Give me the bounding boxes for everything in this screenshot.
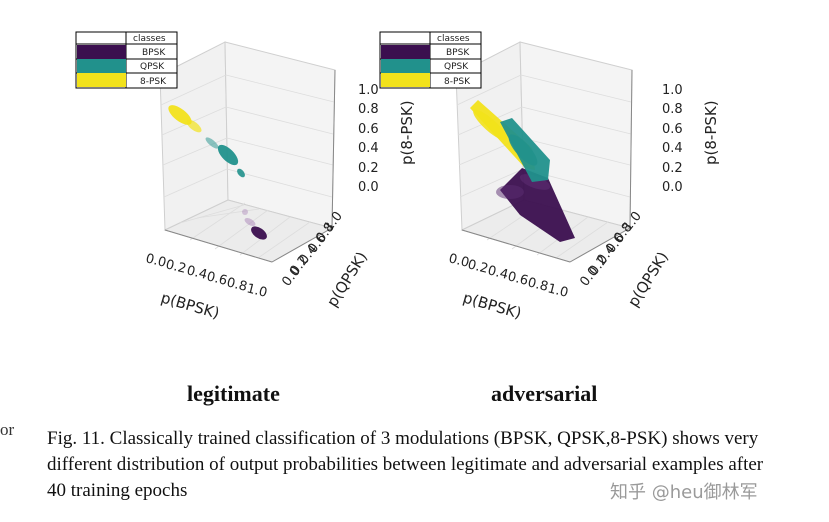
panel-label-adversarial: adversarial [491, 381, 598, 406]
watermark: 知乎 @heu御林军 [610, 482, 758, 503]
x-tick: 1.0 [245, 281, 269, 301]
z-tick: 0.0 [662, 180, 683, 195]
legend-swatch-bpsk [381, 45, 430, 59]
z-tick: 0.2 [358, 161, 379, 176]
back-right-pane [224, 41, 336, 229]
z-tick: 0.2 [662, 161, 683, 176]
panel-adversarial: 0.0 0.2 0.4 0.6 0.8 1.0 p(BPSK) 0.0 0.2 … [379, 31, 720, 323]
legend-label-qpsk: QPSK [444, 62, 469, 72]
legend-label-bpsk: BPSK [446, 48, 470, 58]
figure-canvas: 0.0 0.2 0.4 0.6 0.8 1.0 p(BPSK) 0.0 0.2 … [75, 31, 720, 323]
z-tick: 1.0 [358, 83, 379, 98]
legend-label-qpsk: QPSK [140, 62, 165, 72]
z-tick: 1.0 [662, 83, 683, 98]
x-axis-line [164, 229, 273, 263]
panel-label-legitimate: legitimate [187, 381, 280, 406]
z-tick: 0.8 [662, 102, 683, 117]
panel-legitimate: 0.0 0.2 0.4 0.6 0.8 1.0 p(BPSK) 0.0 0.2 … [75, 31, 416, 323]
z-tick: 0.4 [358, 141, 379, 156]
x-tick: 1.0 [546, 281, 570, 301]
legend-swatch-qpsk [381, 59, 430, 73]
z-tick: 0.6 [358, 122, 379, 137]
figure-caption: Fig. 11. Classically trained classificat… [47, 428, 764, 501]
x-axis-line [461, 229, 571, 263]
z-axis-label: p(8-PSK) [398, 100, 416, 165]
grid-lines [456, 74, 632, 259]
z-axis-line [629, 69, 633, 229]
z-axis-label: p(8-PSK) [702, 100, 720, 165]
legend: classes BPSK QPSK 8-PSK [379, 31, 482, 89]
x-tick: 0.6 [205, 269, 229, 289]
x-tick: 0.4 [185, 263, 209, 283]
margin-text-fragment: or [0, 420, 15, 439]
grid-lines [160, 74, 335, 259]
scatter-qpsk [205, 137, 245, 178]
x-tick: 0.4 [486, 263, 510, 283]
y-axis-label: p(QPSK) [323, 248, 371, 310]
z-axis-line [331, 69, 336, 229]
scatter-qpsk [500, 118, 550, 182]
y-axis-line [271, 227, 333, 263]
legend-label-8psk: 8-PSK [444, 77, 471, 87]
x-tick: 0.0 [144, 251, 168, 271]
x-tick: 0.0 [447, 251, 471, 271]
x-tick: 0.2 [164, 257, 188, 277]
legend-swatch-qpsk [77, 59, 126, 73]
x-tick: 0.6 [506, 269, 530, 289]
scatter-bpsk [242, 209, 267, 240]
x-tick: 0.8 [225, 275, 249, 295]
legend-swatch-8psk [381, 73, 430, 87]
z-tick: 0.4 [662, 141, 683, 156]
x-tick: 0.2 [466, 257, 490, 277]
legend-title: classes [437, 34, 470, 44]
legend-label-8psk: 8-PSK [140, 77, 167, 87]
y-axis-label: p(QPSK) [624, 248, 672, 310]
x-tick: 0.8 [526, 275, 550, 295]
z-tick: 0.0 [358, 180, 379, 195]
z-tick: 0.6 [662, 122, 683, 137]
legend-swatch-bpsk [77, 45, 126, 59]
legend-label-bpsk: BPSK [142, 48, 166, 58]
legend-title: classes [133, 34, 166, 44]
legend: classes BPSK QPSK 8-PSK [75, 31, 178, 89]
x-axis-label: p(BPSK) [461, 289, 524, 323]
scatter-8psk [168, 105, 202, 133]
z-tick: 0.8 [358, 102, 379, 117]
y-axis-line [569, 227, 631, 263]
legend-swatch-8psk [77, 73, 126, 87]
scatter-bpsk [496, 168, 575, 242]
x-axis-label: p(BPSK) [159, 289, 222, 323]
